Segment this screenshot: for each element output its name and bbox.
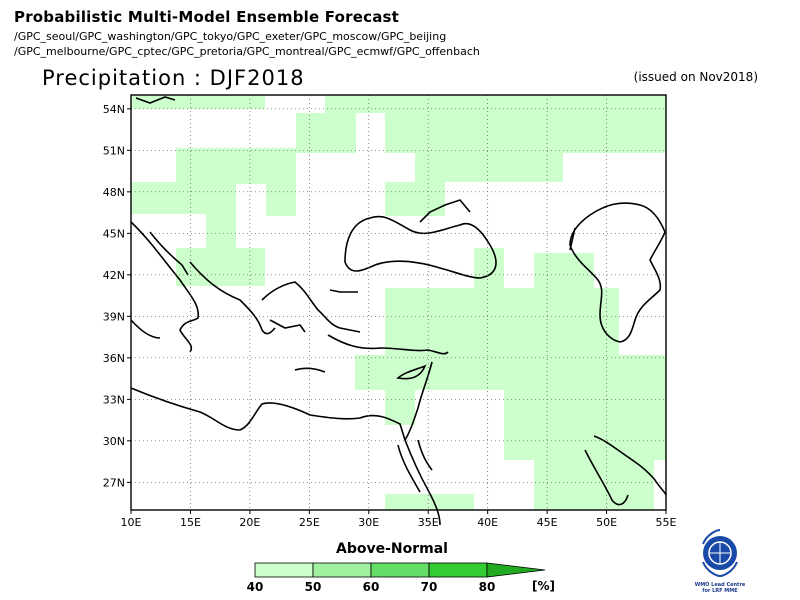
variable-title: Precipitation : DJF2018 <box>42 66 305 90</box>
lat-tick-label: 36N <box>103 352 125 365</box>
shade-cell <box>176 248 265 286</box>
lon-tick-label: 20E <box>239 516 260 529</box>
shade-cell <box>176 148 296 184</box>
shade-cell <box>385 494 474 510</box>
lon-tick-label: 10E <box>121 516 142 529</box>
colorbar-label: 80 <box>478 580 496 594</box>
lon-tick-label: 50E <box>596 516 617 529</box>
lon-tick-label: 25E <box>299 516 320 529</box>
lat-tick-label: 30N <box>103 435 125 448</box>
lat-tick-label: 54N <box>103 103 125 116</box>
shade-cell <box>385 288 596 358</box>
legend-category: Above-Normal <box>336 541 448 557</box>
colorbar-arrow <box>486 562 546 578</box>
lat-tick-label: 39N <box>103 310 125 323</box>
wmo-logo: WMO Lead Centre for LRF MME <box>690 528 750 598</box>
lat-tick-label: 48N <box>103 186 125 199</box>
lat-tick-label: 45N <box>103 227 125 240</box>
colorbar-label: 60 <box>362 580 380 594</box>
lat-tick-labels: 54N 51N 48N 45N 42N 39N 36N 33N 30N 27N <box>103 103 131 489</box>
lat-tick-label: 33N <box>103 393 125 406</box>
lon-tick-label: 40E <box>477 516 498 529</box>
colorbar-swatch <box>312 562 372 578</box>
shade-cell <box>131 182 236 214</box>
lon-tick-label: 45E <box>537 516 558 529</box>
colorbar-swatch <box>370 562 430 578</box>
lon-tick-labels: 10E 15E 20E 25E 30E 35E 40E 45E 50E 55E <box>121 510 677 529</box>
wmo-emblem-icon <box>702 529 738 578</box>
shade-cell <box>474 355 666 390</box>
lat-tick-label: 27N <box>103 476 125 489</box>
shade-cell <box>355 355 475 390</box>
colorbar-label: 70 <box>420 580 438 594</box>
shade-cell <box>415 148 563 182</box>
colorbar-label: 50 <box>304 580 322 594</box>
shade-cell <box>266 182 296 216</box>
colorbar-swatch <box>428 562 488 578</box>
lon-tick-label: 55E <box>656 516 677 529</box>
lat-tick-label: 51N <box>103 144 125 157</box>
legend-unit: [%] <box>532 579 555 593</box>
shade-cell <box>325 95 666 113</box>
coastlines <box>130 96 667 526</box>
centers-line-1: /GPC_seoul/GPC_washington/GPC_tokyo/GPC_… <box>14 30 447 43</box>
shade-cell <box>206 214 236 248</box>
page-title: Probabilistic Multi-Model Ensemble Forec… <box>14 8 400 26</box>
map-frame <box>130 94 667 511</box>
shade-cell <box>474 248 504 288</box>
lon-tick-label: 30E <box>358 516 379 529</box>
shade-cell <box>385 113 666 153</box>
map-plot-area: 54N 51N 48N 45N 42N 39N 36N 33N 30N 27N 10E 15E 20E… <box>103 94 677 529</box>
lat-tick-label: 42N <box>103 269 125 282</box>
shade-cell <box>534 253 594 288</box>
colorbar <box>254 562 546 578</box>
issued-date: (issued on Nov2018) <box>633 70 758 84</box>
centers-line-2: /GPC_melbourne/GPC_cptec/GPC_pretoria/GP… <box>14 45 480 58</box>
shade-cell <box>504 388 666 460</box>
colorbar-swatch <box>254 562 314 578</box>
shade-cell <box>131 95 265 109</box>
lon-tick-label: 35E <box>418 516 439 529</box>
shade-cell <box>296 113 356 153</box>
shade-cell <box>385 182 445 216</box>
colorbar-label: 40 <box>246 580 264 594</box>
probability-shading <box>131 95 666 510</box>
lon-tick-label: 15E <box>180 516 201 529</box>
logo-text: WMO Lead Centre for LRF MME <box>694 582 746 594</box>
